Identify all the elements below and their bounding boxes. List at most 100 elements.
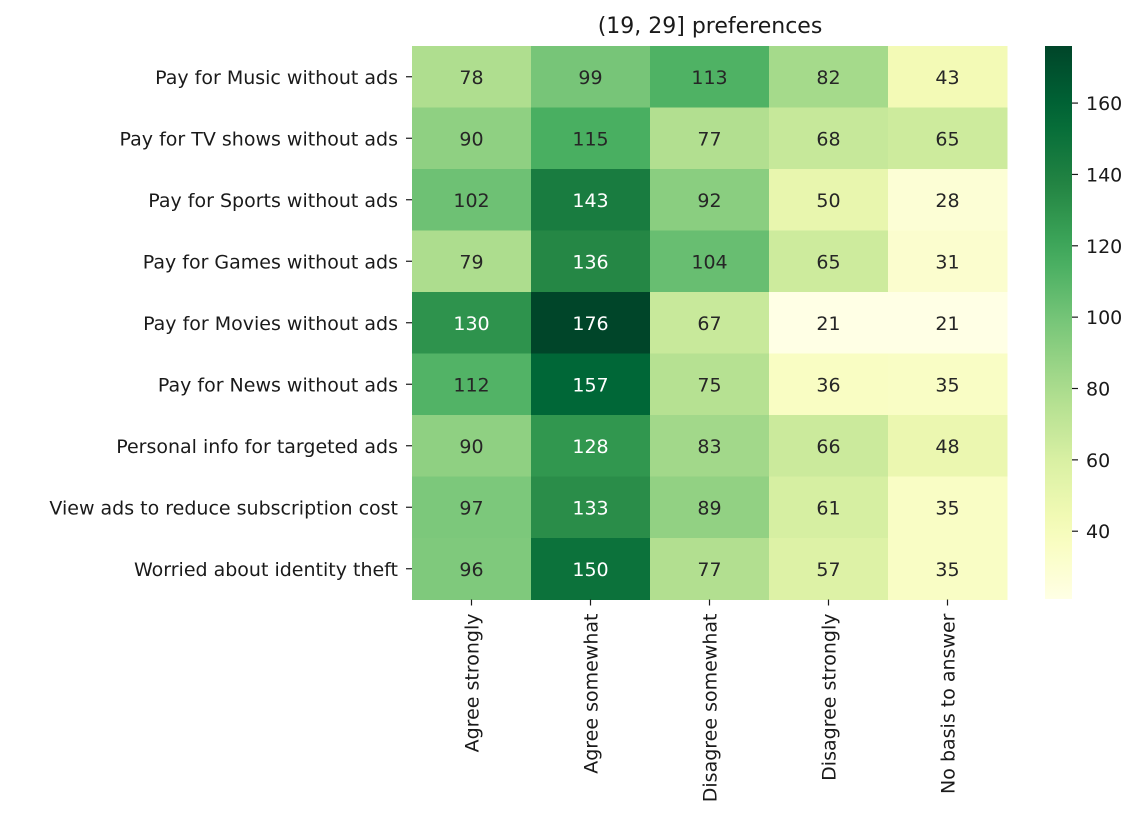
column-label: Agree somewhat [581,614,603,774]
heatmap-cell [769,230,889,293]
heatmap-cell [888,353,1008,416]
colorbar-tick-label: 120 [1086,236,1122,258]
heatmap-cell [888,476,1008,539]
cell-value-label: 48 [935,436,959,458]
colorbar-ticks: 40 60 80 100 120 140 160 [1072,93,1122,543]
cell-value-label: 77 [697,128,721,150]
heatmap-cell [769,538,889,600]
heatmap-cell [531,476,651,539]
cell-value-label: 97 [459,497,483,519]
cell-value-label: 57 [816,559,840,581]
heatmap-cell [769,107,889,170]
cell-value-label: 67 [697,313,721,335]
colorbar-tick-label: 80 [1086,379,1110,401]
heatmap-cell [531,107,651,170]
row-label: Pay for Music without ads [155,67,398,89]
heatmap-cell [888,107,1008,170]
heatmap-cell [888,169,1008,231]
row-label: Pay for News without ads [158,374,398,396]
heatmap-cell [650,46,770,108]
cell-value-label: 136 [572,251,608,273]
heatmap-cell [769,46,889,108]
heatmap-cell [650,353,770,416]
cell-value-label: 176 [572,313,608,335]
heatmap-cell [650,292,770,354]
cell-value-label: 104 [691,251,727,273]
row-label: Personal info for targeted ads [116,436,398,458]
heatmap-cell [412,415,532,477]
heatmap-cell [412,46,532,108]
heatmap-cell [769,353,889,416]
cell-value-label: 90 [459,128,483,150]
colorbar-gradient [1045,46,1072,599]
heatmap-cell [769,476,889,539]
cell-value-label: 21 [935,313,959,335]
cell-value-label: 157 [572,374,608,396]
row-label: View ads to reduce subscription cost [49,497,398,519]
cell-value-label: 82 [816,67,840,89]
column-label: Disagree strongly [819,614,841,781]
heatmap-cell [769,292,889,354]
row-label: Pay for Sports without ads [148,190,398,212]
cell-value-label: 50 [816,190,840,212]
heatmap-cell [888,46,1008,108]
colorbar-tick-label: 100 [1086,307,1122,329]
heatmap-cell [412,353,532,416]
heatmap-cell [531,538,651,600]
heatmap-cell [888,415,1008,477]
cell-value-label: 43 [935,67,959,89]
cell-value-label: 115 [572,128,608,150]
colorbar-tick-label: 40 [1086,521,1110,543]
cell-value-label: 128 [572,436,608,458]
colorbar-tick-label: 140 [1086,164,1122,186]
cell-value-label: 21 [816,313,840,335]
cell-value-label: 150 [572,559,608,581]
column-label: No basis to answer [938,613,960,794]
cell-value-label: 66 [816,436,840,458]
cell-value-label: 83 [697,436,721,458]
cell-value-label: 28 [935,190,959,212]
cell-value-label: 89 [697,497,721,519]
heatmap-cell [650,169,770,231]
heatmap-cell [412,230,532,293]
cell-value-label: 143 [572,190,608,212]
cell-value-label: 35 [935,497,959,519]
heatmap-cell [412,292,532,354]
heatmap-cell [650,107,770,170]
cell-value-label: 75 [697,374,721,396]
heatmap-cell [888,230,1008,293]
heatmap-cell [888,292,1008,354]
heatmap-cell [650,538,770,600]
cell-value-label: 78 [459,67,483,89]
heatmap-cell [531,292,651,354]
colorbar [1045,46,1072,599]
cell-value-label: 102 [453,190,489,212]
heatmap-cell [650,415,770,477]
heatmap-cell [769,415,889,477]
heatmap-cell [531,415,651,477]
cell-value-label: 65 [816,251,840,273]
heatmap-cell [650,230,770,293]
heatmap-cell [531,230,651,293]
cell-value-label: 35 [935,374,959,396]
heatmap-cell [412,169,532,231]
column-label: Disagree somewhat [700,614,722,803]
row-label: Pay for Games without ads [143,251,398,273]
cell-value-label: 36 [816,374,840,396]
row-label: Worried about identity theft [134,559,398,581]
column-labels: Agree strongly Agree somewhat Disagree som… [462,599,960,803]
cell-value-label: 92 [697,190,721,212]
cell-value-label: 130 [453,313,489,335]
cell-value-label: 31 [935,251,959,273]
row-label: Pay for TV shows without ads [120,128,398,150]
heatmap-cell [531,46,651,108]
heatmap-cell [412,476,532,539]
heatmap-cell [769,169,889,231]
cell-value-label: 77 [697,559,721,581]
heatmap-cell [412,538,532,600]
cell-value-label: 133 [572,497,608,519]
chart-title: (19, 29] preferences [598,14,823,39]
heatmap-cell [888,538,1008,600]
row-label: Pay for Movies without ads [143,313,398,335]
